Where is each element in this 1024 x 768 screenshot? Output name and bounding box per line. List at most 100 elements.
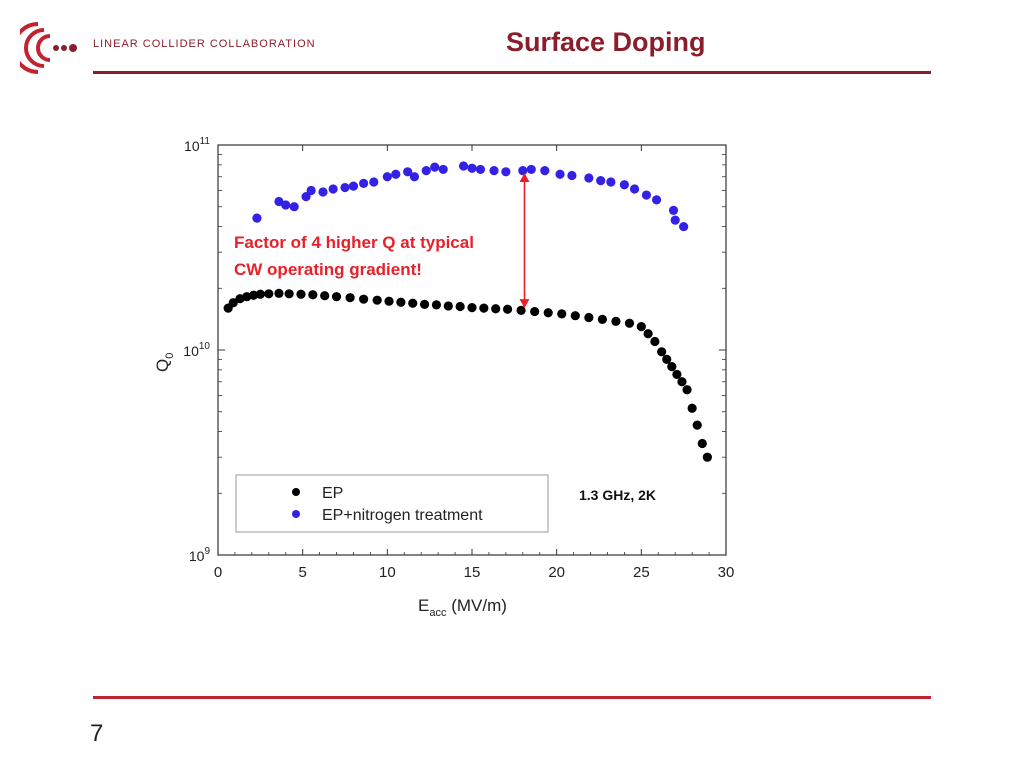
ep-nitrogen-data-point [430, 162, 440, 172]
organization-name: LINEAR COLLIDER COLLABORATION [93, 38, 316, 50]
ep-data-point [692, 420, 702, 430]
y-tick-exponent: 10 [199, 341, 211, 352]
legend-box [235, 474, 549, 533]
ep-data-point [274, 288, 284, 298]
ep-nitrogen-data-point [606, 177, 616, 187]
legend-label-ep: EP [322, 485, 343, 502]
annotation-line-1: Factor of 4 higher Q at typical [234, 233, 474, 252]
ep-nitrogen-data-point [369, 177, 379, 187]
x-tick-label: 5 [298, 564, 306, 581]
ep-nitrogen-data-point [328, 184, 338, 194]
ep-data-point [308, 290, 318, 300]
y-axis-label-sub: 0 [164, 353, 176, 359]
ep-data-point [502, 304, 513, 314]
ep-data-point [677, 377, 687, 387]
slide-title: Surface Doping [506, 27, 706, 57]
ep-nitrogen-data-point [629, 184, 640, 194]
ep-nitrogen-data-point [348, 181, 359, 191]
ep-data-point [359, 294, 369, 304]
data-series [223, 161, 712, 462]
ep-nitrogen-data-point [489, 166, 499, 176]
ep-nitrogen-data-point [409, 172, 420, 182]
ep-data-point [657, 347, 667, 357]
y-tick-base: 10 [189, 548, 205, 564]
ep-nitrogen-data-point [567, 170, 577, 181]
ep-nitrogen-data-point [421, 166, 431, 176]
ep-data-point [543, 308, 553, 318]
ep-nitrogen-data-point [274, 196, 284, 207]
ep-data-point [396, 297, 406, 307]
ep-nitrogen-data-point [382, 172, 392, 182]
x-axis-label-unit: (MV/m) [446, 596, 506, 615]
ep-data-point [662, 354, 672, 364]
y-axis-label-main: Q [153, 359, 172, 372]
ep-data-point [672, 369, 682, 380]
ep-nitrogen-data-point [526, 164, 536, 175]
series-ep-nitrogen [252, 161, 689, 232]
ep-data-point [557, 309, 567, 319]
y-tick-base: 10 [184, 138, 200, 154]
ep-data-point [296, 289, 306, 299]
legend-marker-ep-nitrogen [292, 510, 300, 518]
ep-nitrogen-data-point [359, 178, 369, 188]
ep-data-point [650, 336, 660, 347]
x-tick-label: 30 [718, 564, 735, 581]
ep-nitrogen-data-point [679, 221, 689, 232]
x-tick-label: 0 [214, 564, 222, 581]
ep-data-point [431, 300, 442, 310]
ep-data-point [408, 298, 418, 308]
ep-data-point [228, 298, 238, 308]
x-tick-label: 20 [548, 564, 565, 581]
ep-nitrogen-data-point [340, 182, 350, 193]
y-tick-label: 109 [189, 546, 211, 564]
ep-nitrogen-data-point [596, 176, 606, 186]
ep-data-point [284, 289, 294, 299]
ep-nitrogen-data-point [467, 163, 477, 173]
ep-nitrogen-data-point [670, 215, 680, 225]
legend-marker-ep [292, 488, 300, 496]
ep-nitrogen-data-point [458, 161, 469, 171]
ep-nitrogen-data-point [641, 190, 652, 200]
ep-data-point [384, 296, 394, 306]
ep-data-point [643, 329, 653, 339]
ep-nitrogen-data-point [540, 166, 550, 176]
y-tick-label: 1010 [183, 341, 210, 359]
ep-data-point [443, 301, 453, 311]
lcc-logo [20, 22, 77, 74]
ep-data-point [697, 438, 707, 449]
x-axis-label-main: E [418, 596, 429, 615]
ep-nitrogen-data-point [619, 180, 630, 190]
page-number: 7 [90, 720, 104, 747]
ep-data-point [264, 289, 274, 299]
ep-nitrogen-data-point [289, 202, 299, 212]
ep-nitrogen-data-point [668, 205, 679, 215]
ep-data-point [491, 304, 501, 314]
ep-data-point [597, 314, 607, 325]
ep-nitrogen-data-point [301, 192, 311, 202]
ep-data-point [570, 311, 580, 321]
ep-data-point [687, 403, 697, 413]
ep-data-point [702, 452, 712, 462]
ep-nitrogen-data-point [281, 200, 291, 210]
ep-nitrogen-data-point [403, 167, 413, 177]
x-tick-label: 10 [379, 564, 396, 581]
ep-nitrogen-data-point [391, 169, 401, 179]
legend-label-ep-nitrogen: EP+nitrogen treatment [322, 507, 483, 524]
x-axis-label-sub: acc [429, 607, 447, 619]
y-tick-exponent: 11 [200, 136, 211, 147]
ep-data-point [320, 291, 330, 301]
ep-data-point [479, 303, 489, 313]
ep-data-point [331, 292, 342, 302]
ep-nitrogen-data-point [306, 185, 316, 196]
ep-nitrogen-data-point [584, 173, 594, 183]
series-ep [223, 288, 712, 462]
y-tick-base: 10 [183, 343, 199, 359]
x-tick-label: 15 [464, 564, 481, 581]
ep-nitrogen-data-point [475, 164, 486, 175]
y-tick-label: 1011 [184, 136, 210, 154]
condition-label: 1.3 GHz, 2K [579, 487, 656, 503]
ep-data-point [584, 312, 594, 323]
ep-data-point [530, 306, 540, 317]
